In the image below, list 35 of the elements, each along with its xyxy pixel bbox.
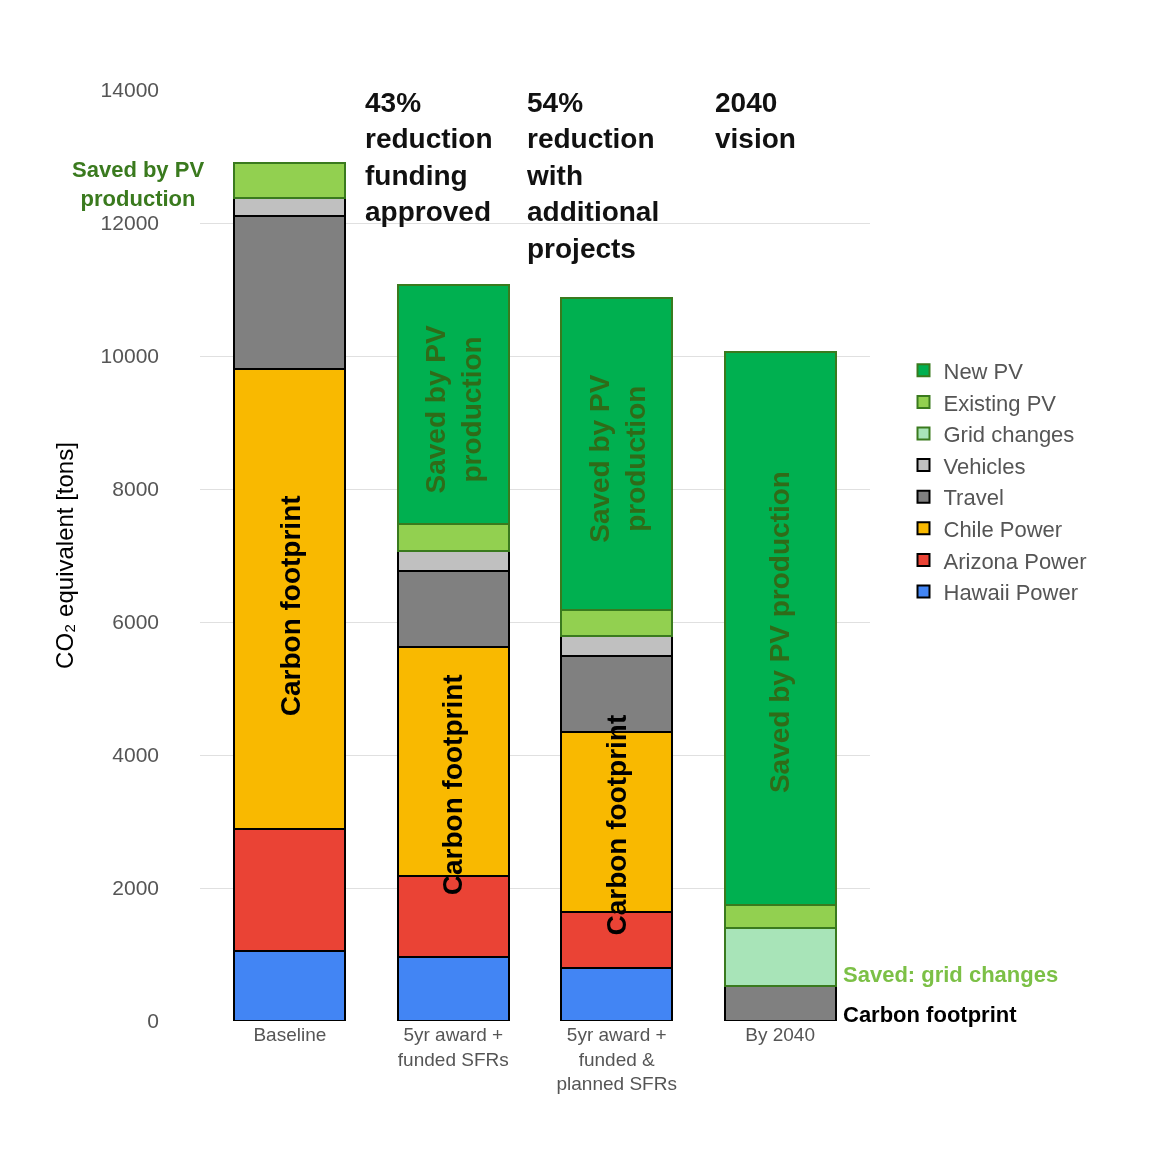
bar bbox=[723, 984, 837, 1021]
annotation: Saved by PV production bbox=[72, 157, 205, 211]
legend-label: Travel bbox=[943, 485, 1004, 511]
annotation: 43% reduction funding approved bbox=[365, 87, 493, 228]
legend-label: Hawaii Power bbox=[943, 580, 1078, 606]
annotation: Carbon footprint bbox=[437, 674, 469, 896]
legend-label: Grid changes bbox=[943, 422, 1075, 448]
y-tick-label: 6000 bbox=[112, 610, 159, 634]
annotation: Carbon footprint bbox=[274, 495, 306, 717]
y-tick-label: 8000 bbox=[112, 477, 159, 501]
y-tick-label: 14000 bbox=[100, 78, 159, 102]
y-tick-label: 4000 bbox=[112, 743, 159, 767]
y-axis-title: CO₂ equivalent [tons] bbox=[50, 442, 78, 669]
legend-label: Chile Power bbox=[943, 516, 1063, 542]
bar bbox=[233, 162, 347, 199]
x-tick-label: Baseline bbox=[253, 1024, 327, 1045]
x-tick-label: 5yr award + funded & planned SFRs bbox=[556, 1024, 677, 1095]
legend-label: Arizona Power bbox=[943, 548, 1087, 574]
legend-label: Existing PV bbox=[943, 390, 1057, 416]
annotation: Saved by PV production bbox=[764, 471, 796, 794]
annotation: Saved by PV production bbox=[420, 325, 488, 494]
annotation: 2040 vision bbox=[715, 87, 796, 155]
annotation: Saved: grid changes bbox=[843, 962, 1059, 987]
legend-label: New PV bbox=[943, 358, 1024, 384]
annotation: 54% reduction with additional projects bbox=[526, 87, 660, 264]
x-tick-label: 5yr award + funded SFRs bbox=[397, 1024, 509, 1070]
legend-label: Vehicles bbox=[943, 453, 1026, 479]
annotation: Carbon footprint bbox=[843, 1002, 1018, 1027]
annotation: Saved by PV production bbox=[583, 374, 652, 543]
x-tick-label: By 2040 bbox=[745, 1024, 815, 1045]
y-tick-label: 10000 bbox=[100, 344, 159, 368]
annotation: Carbon footprint bbox=[600, 714, 632, 936]
y-tick-label: 0 bbox=[147, 1009, 159, 1033]
y-tick-label: 2000 bbox=[112, 876, 159, 900]
y-tick-label: 12000 bbox=[100, 211, 159, 235]
